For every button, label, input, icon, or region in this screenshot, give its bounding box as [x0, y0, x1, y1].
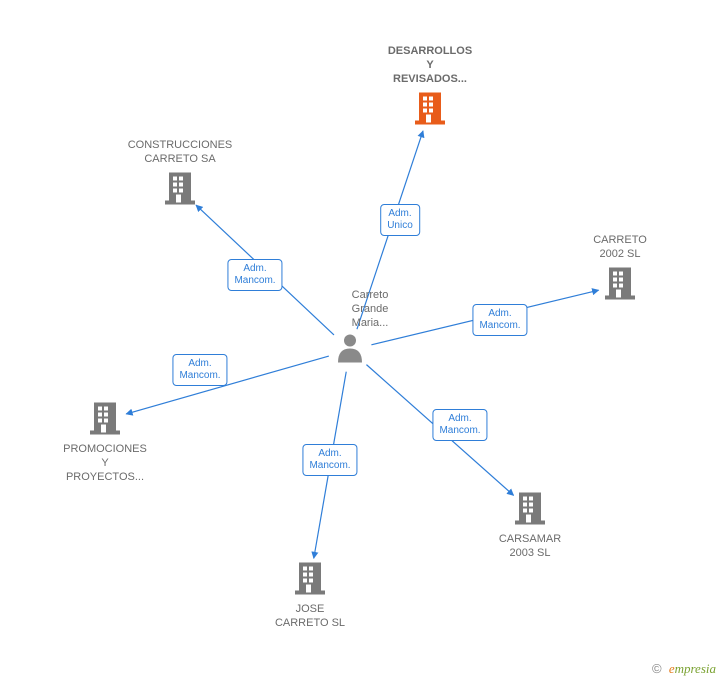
- edge-label[interactable]: Adm. Mancom.: [432, 409, 487, 441]
- edge-line: [126, 356, 329, 414]
- copyright-symbol: ©: [652, 661, 662, 676]
- node-label: PROMOCIONES Y PROYECTOS...: [45, 442, 165, 484]
- node-label: DESARROLLOS Y REVISADOS...: [370, 44, 490, 86]
- edge-label[interactable]: Adm. Mancom.: [302, 444, 357, 476]
- edge-label[interactable]: Adm. Mancom.: [472, 304, 527, 336]
- graph-canvas: [0, 0, 728, 685]
- edge-label[interactable]: Adm. Mancom.: [172, 354, 227, 386]
- building-icon[interactable]: [295, 561, 325, 600]
- edge-label[interactable]: Adm. Mancom.: [227, 259, 282, 291]
- brand-name: empresia: [669, 661, 716, 676]
- node-label: CARSAMAR 2003 SL: [470, 532, 590, 560]
- node-label: CARRETO 2002 SL: [560, 233, 680, 261]
- building-icon[interactable]: [165, 171, 195, 210]
- node-label: JOSE CARRETO SL: [250, 602, 370, 630]
- edge-label[interactable]: Adm. Unico: [380, 204, 420, 236]
- node-label: CONSTRUCCIONES CARRETO SA: [120, 138, 240, 166]
- building-icon[interactable]: [515, 491, 545, 530]
- building-icon[interactable]: [605, 266, 635, 305]
- center-node-label: Carreto Grande Maria...: [310, 288, 430, 330]
- building-icon[interactable]: [415, 91, 445, 130]
- building-icon[interactable]: [90, 401, 120, 440]
- footer-credit: © empresia: [652, 661, 716, 677]
- person-icon[interactable]: [336, 333, 364, 368]
